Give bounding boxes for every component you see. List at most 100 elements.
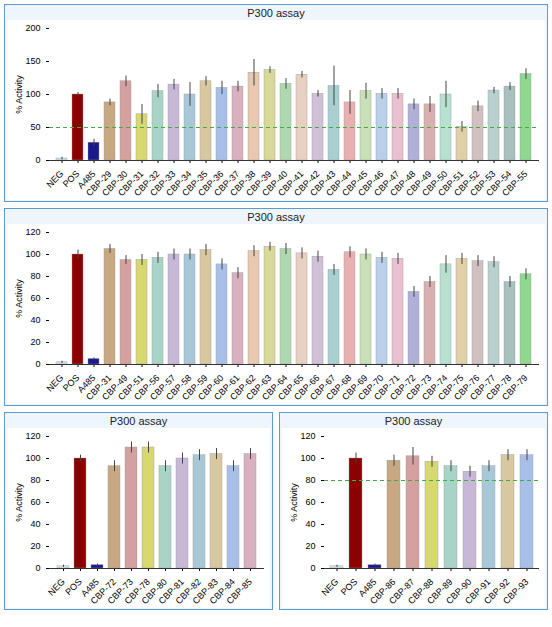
svg-text:CBP-32: CBP-32 bbox=[132, 168, 162, 199]
svg-text:0: 0 bbox=[35, 155, 40, 165]
svg-text:100: 100 bbox=[25, 89, 40, 99]
svg-text:60: 60 bbox=[30, 497, 40, 507]
svg-text:CBP-55: CBP-55 bbox=[500, 169, 529, 198]
svg-text:0: 0 bbox=[35, 563, 40, 573]
svg-text:CBP-67: CBP-67 bbox=[308, 372, 338, 403]
svg-text:CBP-74: CBP-74 bbox=[420, 372, 450, 403]
svg-text:% Activity: % Activity bbox=[14, 279, 24, 318]
svg-text:NEG: NEG bbox=[45, 373, 66, 394]
svg-text:CBP-31: CBP-31 bbox=[84, 372, 114, 403]
svg-text:40: 40 bbox=[305, 519, 315, 529]
svg-text:CBP-37: CBP-37 bbox=[212, 168, 242, 199]
svg-text:CBP-35: CBP-35 bbox=[180, 168, 210, 199]
svg-text:CBP-73: CBP-73 bbox=[105, 576, 135, 607]
svg-text:20: 20 bbox=[305, 541, 315, 551]
svg-text:CBP-30: CBP-30 bbox=[100, 168, 130, 199]
svg-text:CBP-49: CBP-49 bbox=[404, 168, 434, 199]
svg-text:CBP-46: CBP-46 bbox=[356, 168, 386, 199]
svg-text:150: 150 bbox=[25, 56, 40, 66]
svg-text:CBP-71: CBP-71 bbox=[372, 372, 402, 403]
svg-text:120: 120 bbox=[25, 431, 40, 441]
svg-text:NEG: NEG bbox=[46, 577, 67, 598]
svg-text:% Activity: % Activity bbox=[14, 75, 24, 114]
svg-text:CBP-85: CBP-85 bbox=[225, 577, 254, 606]
svg-text:CBP-29: CBP-29 bbox=[84, 168, 114, 199]
svg-text:CBP-31: CBP-31 bbox=[116, 168, 146, 199]
svg-text:CBP-72: CBP-72 bbox=[388, 372, 418, 403]
svg-text:40: 40 bbox=[30, 315, 40, 325]
svg-text:CBP-61: CBP-61 bbox=[212, 372, 242, 403]
svg-text:120: 120 bbox=[300, 431, 315, 441]
svg-text:NEG: NEG bbox=[45, 169, 66, 190]
svg-text:CBP-86: CBP-86 bbox=[368, 576, 398, 607]
svg-text:CBP-75: CBP-75 bbox=[436, 372, 466, 403]
svg-text:CBP-68: CBP-68 bbox=[324, 372, 354, 403]
svg-text:80: 80 bbox=[305, 475, 315, 485]
svg-text:CBP-57: CBP-57 bbox=[148, 372, 178, 403]
svg-text:CBP-62: CBP-62 bbox=[228, 372, 258, 403]
svg-text:0: 0 bbox=[35, 359, 40, 369]
svg-text:CBP-36: CBP-36 bbox=[196, 168, 226, 199]
svg-text:% Activity: % Activity bbox=[14, 483, 24, 522]
svg-text:CBP-78: CBP-78 bbox=[484, 372, 514, 403]
svg-text:CBP-53: CBP-53 bbox=[468, 168, 498, 199]
svg-text:CBP-38: CBP-38 bbox=[228, 168, 258, 199]
svg-text:80: 80 bbox=[30, 271, 40, 281]
svg-text:CBP-56: CBP-56 bbox=[132, 372, 162, 403]
svg-text:CBP-77: CBP-77 bbox=[468, 372, 498, 403]
svg-text:60: 60 bbox=[30, 293, 40, 303]
svg-text:CBP-40: CBP-40 bbox=[260, 168, 290, 199]
svg-text:CBP-63: CBP-63 bbox=[244, 372, 274, 403]
svg-text:20: 20 bbox=[30, 337, 40, 347]
svg-text:120: 120 bbox=[25, 227, 40, 237]
svg-text:CBP-82: CBP-82 bbox=[173, 576, 203, 607]
svg-text:100: 100 bbox=[300, 453, 315, 463]
svg-text:40: 40 bbox=[30, 519, 40, 529]
svg-text:CBP-44: CBP-44 bbox=[324, 168, 354, 199]
svg-text:CBP-60: CBP-60 bbox=[196, 372, 226, 403]
svg-text:CBP-33: CBP-33 bbox=[148, 168, 178, 199]
svg-text:CBP-51: CBP-51 bbox=[436, 168, 466, 199]
svg-text:CBP-81: CBP-81 bbox=[156, 576, 186, 607]
svg-text:CBP-65: CBP-65 bbox=[276, 372, 306, 403]
svg-text:CBP-52: CBP-52 bbox=[452, 168, 482, 199]
svg-text:CBP-80: CBP-80 bbox=[139, 576, 169, 607]
svg-text:CBP-70: CBP-70 bbox=[356, 372, 386, 403]
svg-text:CBP-51: CBP-51 bbox=[116, 372, 146, 403]
svg-text:CBP-39: CBP-39 bbox=[244, 168, 274, 199]
svg-text:NEG: NEG bbox=[320, 577, 341, 598]
svg-text:CBP-83: CBP-83 bbox=[190, 576, 220, 607]
svg-text:CBP-47: CBP-47 bbox=[372, 168, 402, 199]
svg-text:CBP-69: CBP-69 bbox=[340, 372, 370, 403]
svg-text:CBP-84: CBP-84 bbox=[207, 576, 237, 607]
svg-text:200: 200 bbox=[25, 23, 40, 33]
svg-text:CBP-50: CBP-50 bbox=[420, 168, 450, 199]
svg-text:CBP-93: CBP-93 bbox=[501, 577, 530, 606]
svg-text:CBP-72: CBP-72 bbox=[88, 576, 118, 607]
svg-text:60: 60 bbox=[305, 497, 315, 507]
svg-text:0: 0 bbox=[310, 563, 315, 573]
svg-text:CBP-58: CBP-58 bbox=[164, 372, 194, 403]
svg-text:CBP-41: CBP-41 bbox=[276, 168, 306, 199]
svg-text:CBP-54: CBP-54 bbox=[484, 168, 514, 199]
svg-text:CBP-34: CBP-34 bbox=[164, 168, 194, 199]
svg-text:CBP-43: CBP-43 bbox=[308, 168, 338, 199]
svg-text:CBP-66: CBP-66 bbox=[292, 372, 322, 403]
svg-text:CBP-42: CBP-42 bbox=[292, 168, 322, 199]
svg-text:CBP-59: CBP-59 bbox=[180, 372, 210, 403]
svg-text:POS: POS bbox=[339, 577, 360, 598]
svg-text:CBP-45: CBP-45 bbox=[340, 168, 370, 199]
svg-text:CBP-64: CBP-64 bbox=[260, 372, 290, 403]
svg-text:50: 50 bbox=[30, 122, 40, 132]
svg-text:CBP-48: CBP-48 bbox=[388, 168, 418, 199]
svg-text:CBP-76: CBP-76 bbox=[452, 372, 482, 403]
svg-text:% Activity: % Activity bbox=[289, 483, 299, 522]
svg-text:20: 20 bbox=[30, 541, 40, 551]
svg-text:CBP-78: CBP-78 bbox=[122, 576, 152, 607]
svg-text:CBP-79: CBP-79 bbox=[500, 373, 529, 402]
svg-text:100: 100 bbox=[25, 453, 40, 463]
svg-text:CBP-73: CBP-73 bbox=[404, 372, 434, 403]
svg-text:CBP-49: CBP-49 bbox=[100, 372, 130, 403]
svg-text:100: 100 bbox=[25, 249, 40, 259]
svg-text:80: 80 bbox=[30, 475, 40, 485]
